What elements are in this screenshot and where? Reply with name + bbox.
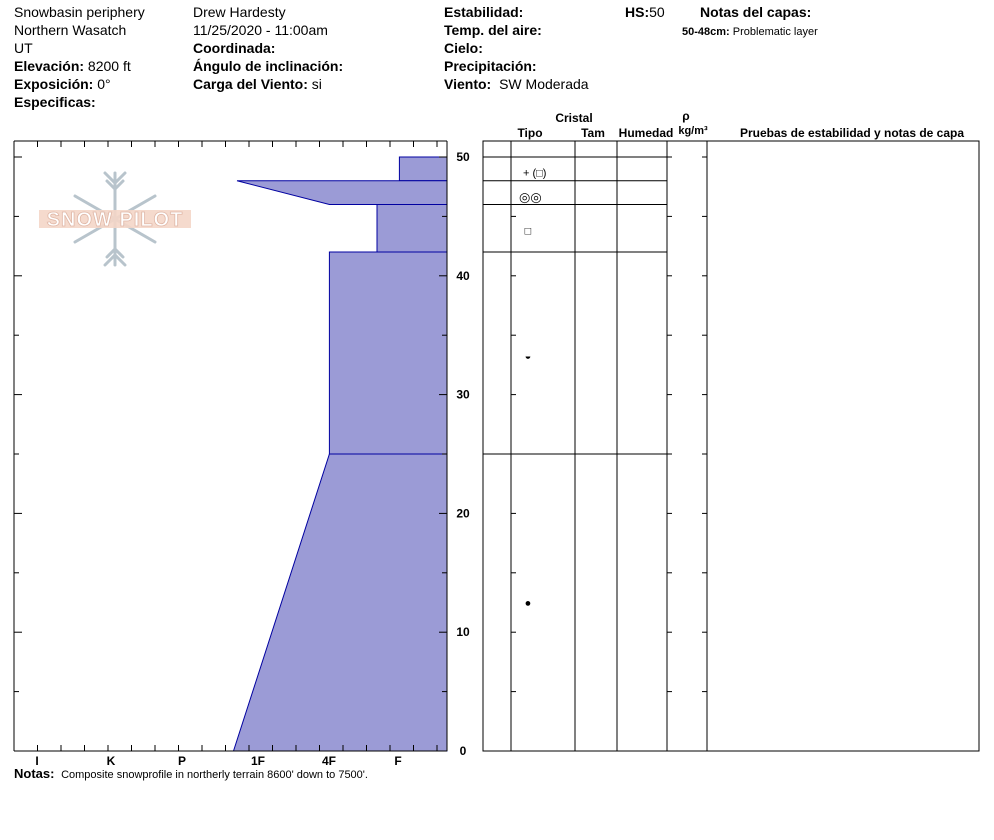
y-tick-labels: 0 10 20 30 40 50 xyxy=(456,150,470,758)
notes-row: Notas: Composite snowprofile in northerl… xyxy=(14,765,368,784)
header-tests: Pruebas de estabilidad y notas de capa xyxy=(740,126,964,140)
snowpilot-logo: SNOW PILOT xyxy=(39,173,191,265)
header-crystal: Cristal xyxy=(555,111,592,125)
grain-symbol: ● xyxy=(525,598,532,610)
grain-symbol: ◎◎ xyxy=(519,189,542,204)
hardness-profile xyxy=(234,157,448,751)
header-density-symbol: ρ xyxy=(682,109,689,123)
profile-layer xyxy=(399,157,447,181)
notes-label: Notas: xyxy=(14,766,54,781)
header-moisture: Humedad xyxy=(619,126,674,140)
grain-symbol: □ xyxy=(525,226,532,238)
table-frame xyxy=(483,141,979,751)
y-tick-label: 40 xyxy=(456,269,470,283)
header-type: Tipo xyxy=(517,126,542,140)
profile-layer xyxy=(234,454,448,751)
logo-text: SNOW PILOT xyxy=(47,209,184,231)
layer-table: + (□) ◎◎ □ ◒ ● xyxy=(483,141,979,751)
x-tick-label: F xyxy=(394,754,401,768)
profile-layer xyxy=(237,181,447,205)
header-size: Tam xyxy=(581,126,605,140)
y-tick-label: 50 xyxy=(456,150,470,164)
profile-layer xyxy=(329,252,447,454)
y-tick-label: 0 xyxy=(460,744,467,758)
grain-symbols: + (□) ◎◎ □ ◒ ● xyxy=(519,167,546,609)
header-density-unit: kg/m³ xyxy=(678,125,708,137)
grain-symbol: + (□) xyxy=(523,167,546,179)
y-tick-label: 20 xyxy=(456,506,470,520)
notes-text: Composite snowprofile in northerly terra… xyxy=(61,769,368,781)
profile-layer xyxy=(377,205,447,253)
grain-symbol: ◒ xyxy=(525,350,532,362)
y-tick-label: 30 xyxy=(456,388,470,402)
y-tick-label: 10 xyxy=(456,625,470,639)
